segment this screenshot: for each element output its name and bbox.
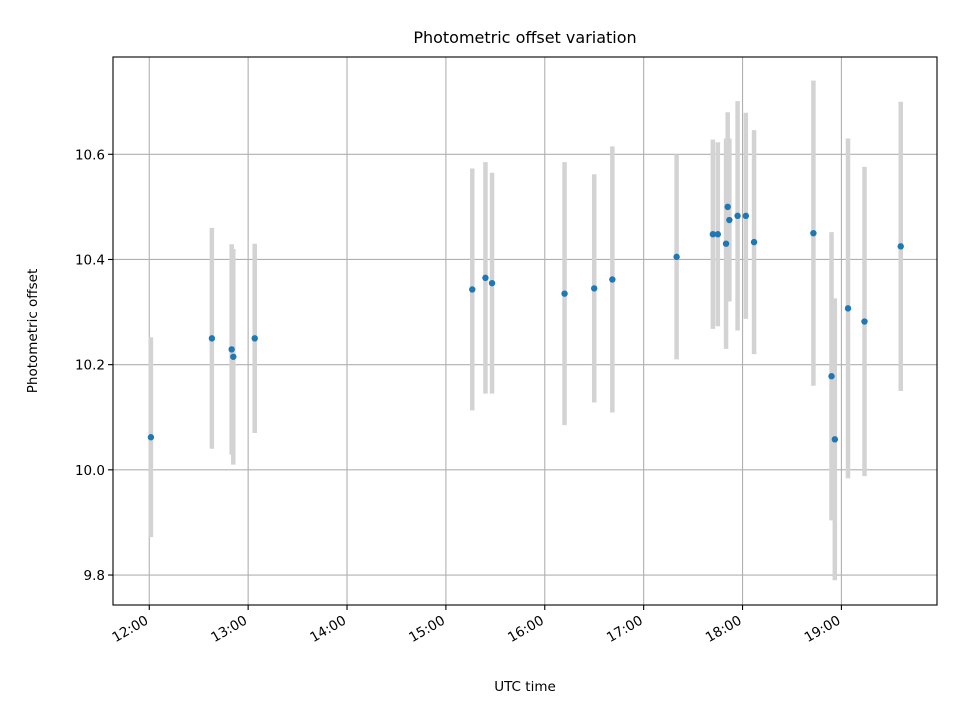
y-tick-label: 10.2: [75, 358, 105, 374]
data-point: [673, 253, 680, 261]
data-point: [734, 212, 741, 220]
y-tick-label: 10.4: [75, 252, 105, 268]
data-point: [591, 285, 598, 292]
y-axis-ticks: 9.8 10.0 10.2 10.4 10.6: [75, 147, 113, 584]
grid: [113, 57, 937, 605]
data-point: [750, 238, 758, 246]
axes-frame: [112, 56, 938, 606]
x-axis-label: UTC time: [494, 679, 556, 695]
data-point: [482, 274, 489, 282]
y-axis-label: Photometric offset: [25, 269, 41, 393]
y-tick-label: 10.0: [75, 463, 105, 479]
chart-title: Photometric offset variation: [413, 28, 636, 47]
data-point: [897, 243, 904, 250]
data-point: [609, 276, 616, 283]
data-point: [228, 346, 235, 353]
data-point: [147, 434, 155, 441]
data-point: [724, 203, 731, 211]
y-tick-label: 9.8: [84, 568, 105, 584]
data-point: [831, 436, 839, 443]
data-point: [561, 290, 568, 297]
data-point: [230, 353, 237, 360]
data-point: [861, 318, 868, 325]
data-point: [810, 229, 817, 237]
data-points: [147, 203, 904, 443]
data-point: [828, 373, 835, 380]
data-point: [726, 216, 733, 224]
y-tick-label: 10.6: [75, 147, 105, 163]
data-point: [469, 286, 476, 293]
data-point: [709, 231, 717, 238]
data-point: [714, 231, 722, 238]
data-point: [208, 335, 216, 342]
data-point: [844, 305, 852, 312]
data-point: [742, 212, 750, 220]
data-point: [251, 335, 258, 342]
data-point: [488, 279, 496, 287]
data-point: [722, 240, 730, 247]
